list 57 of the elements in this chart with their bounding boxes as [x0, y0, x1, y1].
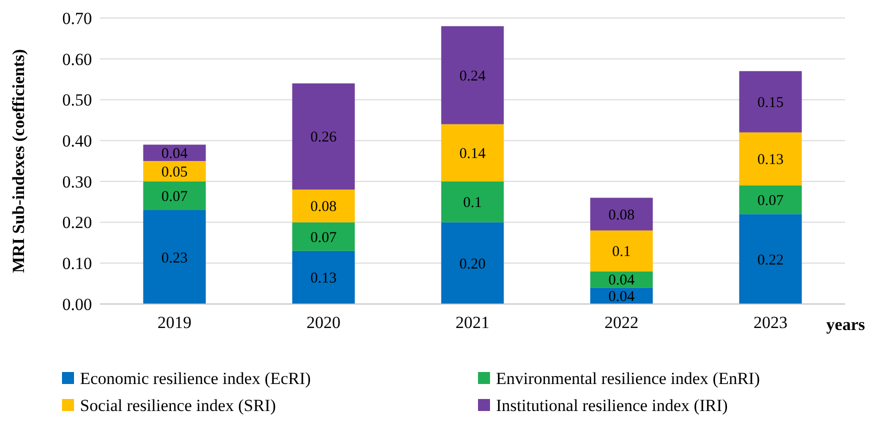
bar [292, 250, 355, 304]
data-label: 0.15 [757, 95, 784, 112]
bar [143, 210, 206, 304]
x-tick-label: 2020 [306, 313, 340, 332]
data-label: 0.08 [608, 207, 635, 224]
legend-label: Environmental resilience index (EnRI) [496, 368, 760, 388]
x-tick-label: 2023 [754, 313, 788, 332]
bar [441, 181, 504, 222]
legend-label: Institutional resilience index (IRI) [496, 396, 728, 415]
bar [739, 132, 802, 186]
data-label: 0.1 [612, 244, 631, 260]
bar [441, 222, 504, 304]
y-axis-title: MRI Sub-indexes (coefficients) [9, 49, 28, 273]
x-tick-label: 2022 [604, 313, 638, 332]
y-tick-label: 0.40 [62, 132, 92, 151]
bar [739, 214, 802, 304]
x-tick-label: 2021 [456, 313, 490, 332]
bar [292, 83, 355, 190]
data-label: 0.23 [161, 250, 188, 266]
data-label: 0.13 [310, 270, 337, 287]
data-label: 0.24 [459, 68, 486, 84]
data-label: 0.13 [757, 152, 784, 168]
bar [143, 161, 206, 182]
data-label: 0.22 [757, 252, 784, 268]
bar [143, 144, 206, 161]
bar [292, 190, 355, 222]
y-tick-label: 0.60 [62, 50, 92, 69]
data-label: 0.04 [608, 272, 636, 289]
data-label: 0.05 [161, 164, 188, 180]
y-tick-label: 0.50 [62, 90, 92, 110]
data-label: 0.04 [608, 289, 636, 306]
x-tick-label: 2019 [158, 313, 192, 332]
bar [739, 71, 802, 132]
bar [590, 230, 653, 272]
data-label: 0.26 [310, 130, 338, 146]
data-label: 0.14 [459, 146, 486, 162]
y-tick-label: 0.70 [62, 8, 92, 28]
x-axis-title: years [826, 315, 866, 334]
bar [441, 26, 504, 124]
data-label: 0.04 [161, 146, 188, 162]
bar [739, 186, 802, 214]
legend-label: Social resilience index (SRI) [80, 396, 276, 415]
y-tick-label: 0.00 [62, 294, 92, 314]
bar [292, 222, 355, 251]
bar [590, 198, 653, 230]
data-label: 0.08 [310, 199, 337, 216]
y-tick-label: 0.30 [62, 172, 92, 192]
bar [143, 181, 206, 210]
y-tick-label: 0.20 [62, 213, 92, 232]
data-label: 0.07 [161, 188, 188, 205]
y-tick-label: 0.10 [62, 254, 92, 274]
data-label: 0.07 [757, 193, 784, 210]
data-label: 0.07 [310, 230, 338, 246]
legend-label: Economic resilience index (EcRI) [80, 368, 311, 388]
data-label: 0.20 [459, 256, 486, 272]
data-label: 0.1 [463, 195, 482, 212]
bar [441, 124, 504, 182]
